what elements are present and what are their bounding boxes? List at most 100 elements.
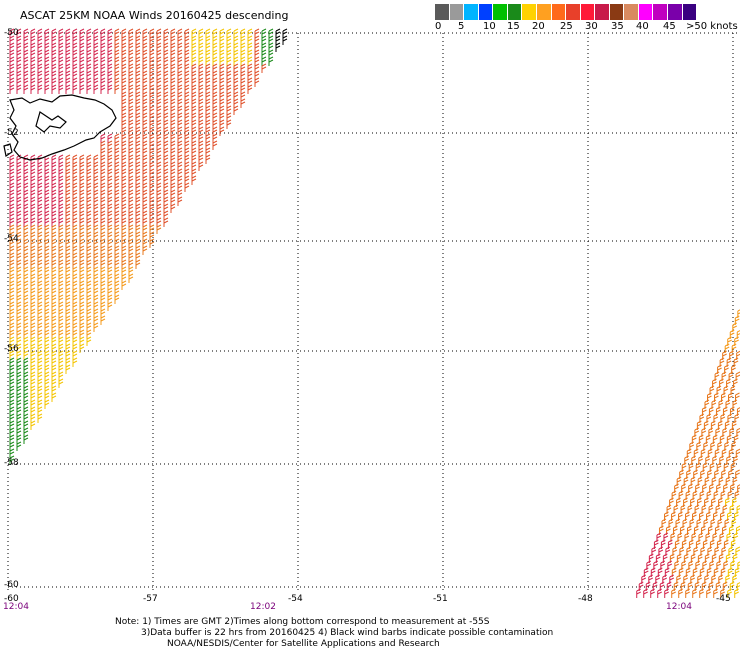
wind-barb: [37, 266, 43, 276]
wind-barb: [149, 196, 155, 206]
wind-barb: [135, 105, 141, 115]
wind-barb: [58, 287, 64, 297]
wind-barb: [163, 196, 169, 206]
wind-barb: [107, 182, 113, 192]
wind-barb: [9, 329, 15, 339]
wind-barb: [51, 364, 57, 374]
wind-barb: [37, 413, 43, 423]
wind-barb: [128, 28, 134, 38]
wind-barb: [37, 182, 43, 192]
wind-barb: [114, 63, 120, 73]
wind-barb: [121, 161, 127, 171]
wind-barb: [72, 294, 78, 304]
wind-barb: [205, 77, 211, 87]
wind-barb: [219, 42, 225, 52]
wind-barb: [72, 343, 78, 353]
wind-barb: [163, 91, 169, 101]
wind-barb: [51, 273, 57, 283]
wind-barb: [142, 133, 148, 143]
wind-barb: [163, 70, 169, 80]
wind-barb: [23, 168, 29, 178]
wind-barb: [233, 49, 239, 59]
wind-barb: [240, 28, 246, 38]
wind-barb: [191, 168, 197, 178]
wind-barb: [107, 35, 113, 45]
wind-barb: [30, 84, 36, 94]
wind-barb: [135, 70, 141, 80]
wind-barb: [135, 203, 141, 213]
wind-barb: [191, 91, 197, 101]
wind-barb: [191, 28, 197, 38]
wind-barb: [128, 217, 134, 227]
wind-barb: [114, 154, 120, 164]
wind-barb: [149, 77, 155, 87]
wind-barb: [114, 217, 120, 227]
wind-barb: [9, 175, 15, 185]
wind-barb: [149, 84, 155, 94]
wind-barb: [233, 63, 239, 73]
wind-barb: [191, 140, 197, 150]
wind-barb: [37, 329, 43, 339]
wind-barb: [16, 49, 22, 59]
wind-barb: [51, 280, 57, 290]
wind-barb: [156, 147, 162, 157]
wind-barb: [37, 189, 43, 199]
wind-barb: [734, 588, 739, 598]
wind-barb: [128, 210, 134, 220]
wind-barb: [100, 161, 106, 171]
wind-barb: [142, 182, 148, 192]
wind-barb: [65, 231, 71, 241]
wind-barb: [177, 56, 183, 66]
wind-barb: [128, 140, 134, 150]
wind-barb: [170, 70, 176, 80]
lat-label-52: -52: [4, 128, 19, 138]
wind-barb: [170, 126, 176, 136]
wind-barb: [114, 140, 120, 150]
wind-barb: [128, 224, 134, 234]
wind-barb: [58, 70, 64, 80]
wind-barb: [142, 112, 148, 122]
wind-barb: [191, 84, 197, 94]
wind-barb: [44, 315, 50, 325]
wind-barb: [149, 42, 155, 52]
wind-barb: [16, 161, 22, 171]
wind-barb: [184, 161, 190, 171]
wind-barb: [219, 91, 225, 101]
wind-barb: [170, 91, 176, 101]
wind-barb: [184, 98, 190, 108]
wind-barb: [16, 301, 22, 311]
wind-barb: [240, 56, 246, 66]
wind-barb: [107, 224, 113, 234]
scale-label: >50 knots: [686, 21, 738, 32]
wind-barb: [51, 196, 57, 206]
wind-barb: [23, 77, 29, 87]
wind-barb: [149, 91, 155, 101]
wind-barb: [107, 301, 113, 311]
wind-barb: [16, 63, 22, 73]
wind-barb: [9, 357, 15, 367]
lat-label-50: -50: [4, 28, 19, 38]
wind-barb: [37, 259, 43, 269]
wind-barb: [198, 49, 204, 59]
wind-barb: [247, 63, 253, 73]
wind-barb: [37, 56, 43, 66]
wind-barb: [121, 196, 127, 206]
wind-barb: [30, 280, 36, 290]
wind-barb: [156, 28, 162, 38]
wind-barb: [37, 84, 43, 94]
wind-barb: [177, 98, 183, 108]
map-title: ASCAT 25KM NOAA Winds 20160425 descendin…: [20, 9, 289, 22]
wind-barb: [86, 308, 92, 318]
wind-barb: [72, 42, 78, 52]
wind-barb: [44, 266, 50, 276]
wind-barb: [37, 308, 43, 318]
wind-barb: [107, 252, 113, 262]
wind-barb: [114, 245, 120, 255]
wind-barb: [149, 182, 155, 192]
wind-barb: [44, 399, 50, 409]
wind-barb: [44, 336, 50, 346]
wind-barb: [16, 329, 22, 339]
wind-barb: [177, 189, 183, 199]
wind-barb: [44, 189, 50, 199]
wind-barb: [37, 210, 43, 220]
